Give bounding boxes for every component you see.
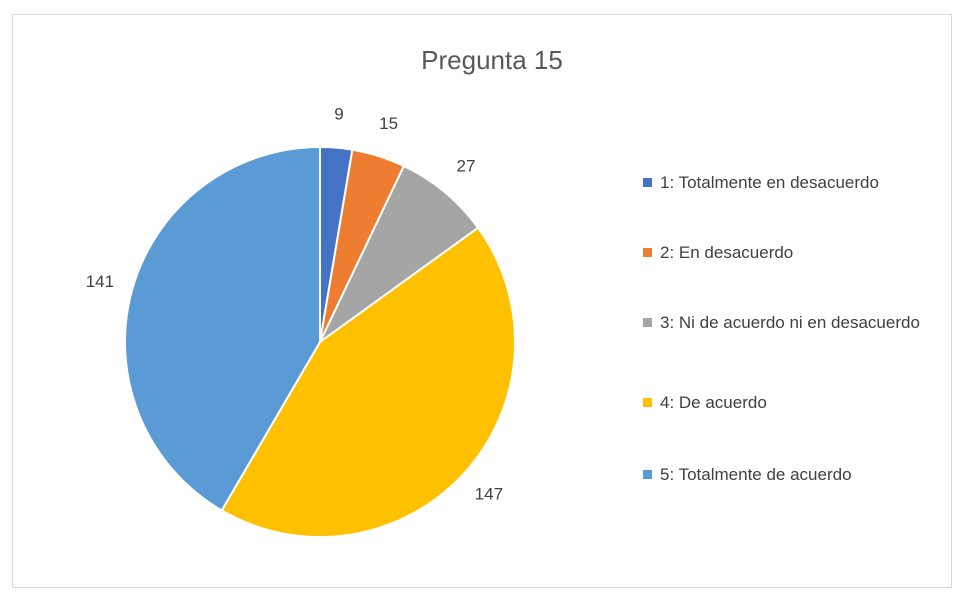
pie-slice [319,164,480,343]
data-label: 141 [86,272,114,291]
data-label: 27 [457,156,476,175]
legend-label: 5: Totalmente de acuerdo [660,465,852,484]
legend-swatch [643,398,652,407]
chart-title: Pregunta 15 [421,45,563,75]
legend-swatch [643,248,652,257]
legend-swatch [643,470,652,479]
legend-swatch [643,318,652,327]
data-label: 9 [334,104,343,123]
legend-item: 3: Ni de acuerdo ni en desacuerdo [643,309,950,337]
data-label: 15 [379,114,398,133]
legend-item: 1: Totalmente en desacuerdo [643,169,950,197]
legend-label: 1: Totalmente en desacuerdo [660,173,879,192]
chart-frame [12,14,952,588]
legend-item: 2: En desacuerdo [643,239,950,267]
legend-label: 4: De acuerdo [660,393,767,412]
legend-item: 4: De acuerdo [643,389,950,417]
pie-slice [124,145,321,512]
legend-swatch [643,178,652,187]
data-label: 147 [475,485,503,504]
legend-label: 2: En desacuerdo [660,243,794,262]
pie-slice [220,226,516,538]
legend-label: 3: Ni de acuerdo ni en desacuerdo [660,313,920,332]
legend-item: 5: Totalmente de acuerdo [643,461,950,489]
